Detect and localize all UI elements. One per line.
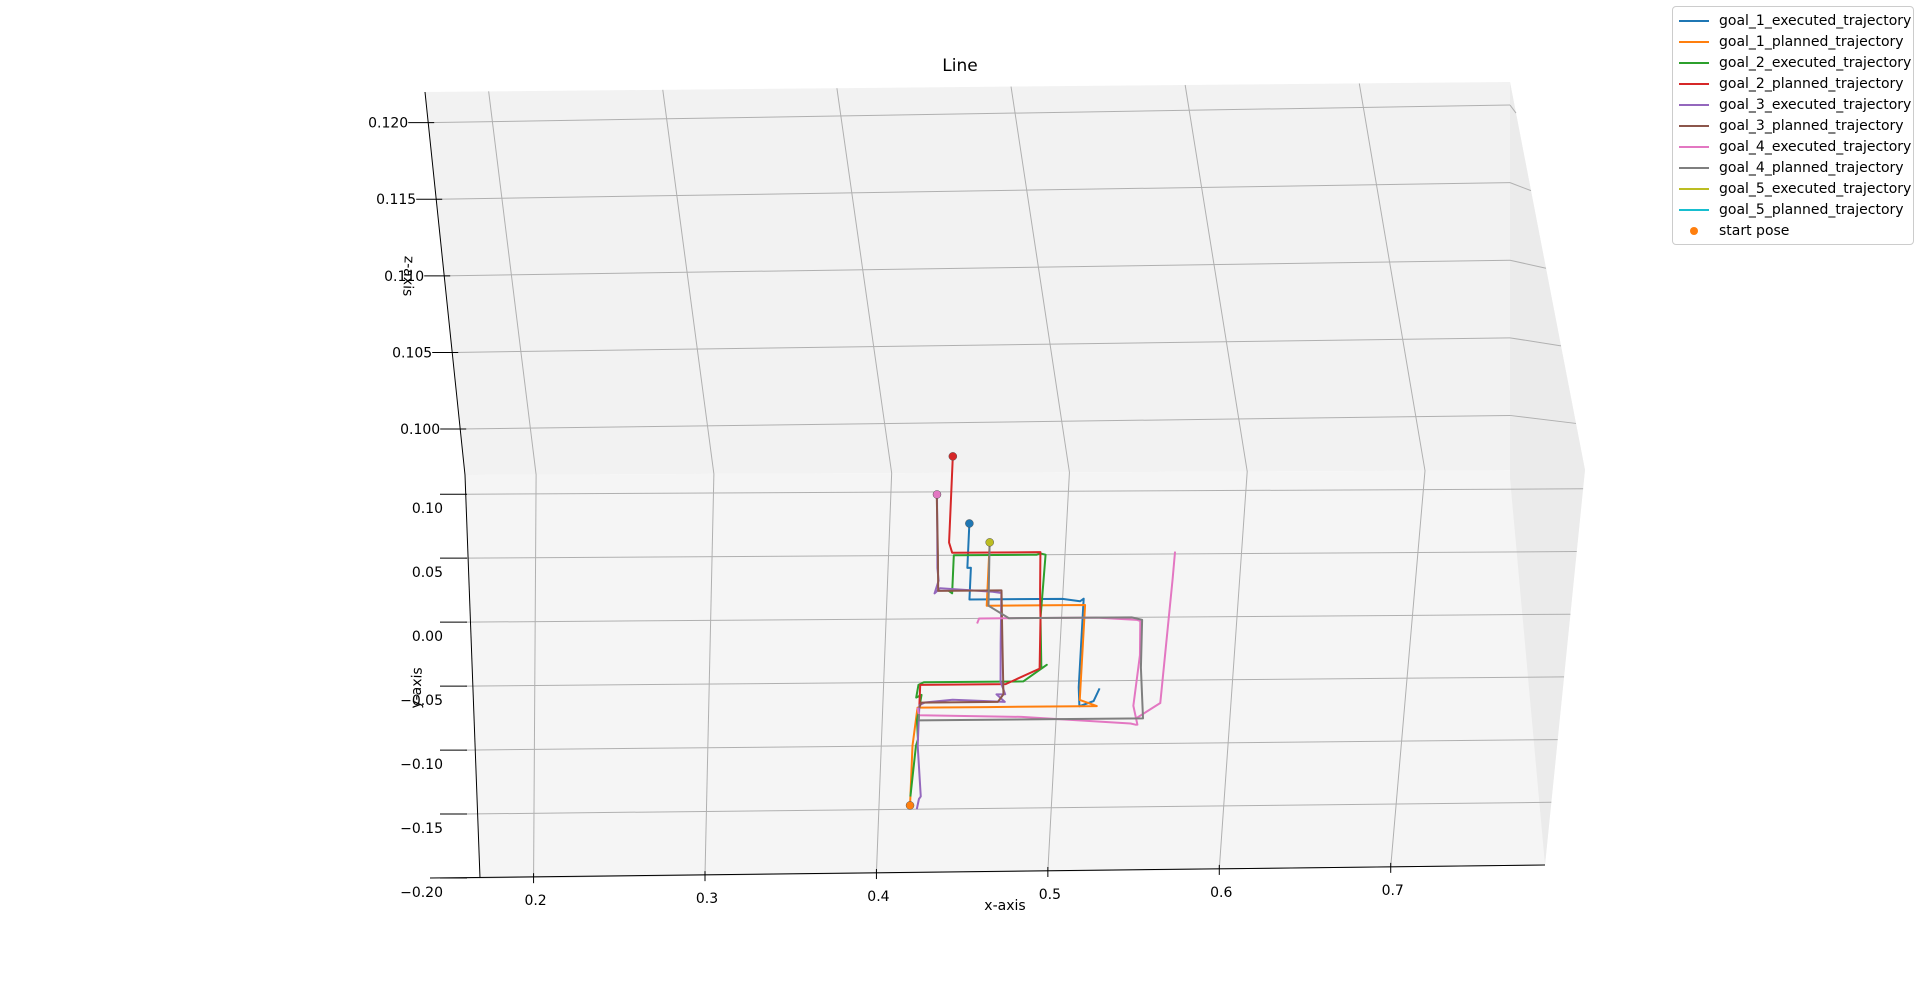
z-tick-label-2: 0.110 [384,269,424,285]
x-tick-label-0: 0.2 [524,893,546,909]
start-pose-marker-2 [932,490,942,499]
grid-z-2 [444,259,1511,277]
grid-z-0 [428,104,1511,124]
series-rise-goal_4_executed_trajectory [1135,551,1177,720]
z-axis-label: z-axis [399,256,416,297]
grid-x-5 [1358,83,1426,867]
x-tick-label-1: 0.3 [696,891,718,907]
legend-item-goal_1_executed_trajectory: goal_1_executed_trajectory [1679,10,1912,31]
start-pose-marker-0 [905,801,915,810]
legend-label: goal_2_executed_trajectory [1719,54,1912,71]
legend-item-goal_5_planned_trajectory: goal_5_planned_trajectory [1679,199,1909,220]
axis-lines [424,91,1546,879]
legend-item-goal_3_planned_trajectory: goal_3_planned_trajectory [1679,115,1909,136]
grid-x-3 [1010,86,1070,872]
back-pane [425,82,1585,475]
legend-label: start pose [1719,222,1790,239]
series-line-goal_1_planned_trajectory [909,544,1098,803]
legend-swatch [1679,40,1709,43]
chart-title: Line [942,56,977,76]
start-pose-marker-3 [965,519,974,528]
z-axis-line [424,91,466,476]
y-tick-label-4: −0.10 [400,757,443,773]
grid-z-side-3 [1509,337,1562,347]
legend-swatch [1679,166,1709,169]
legend-swatch [1679,19,1709,22]
grid-z-side-0 [1509,104,1517,114]
legend-item-start-pose: start pose [1679,220,1909,241]
legend-label: goal_3_executed_trajectory [1719,96,1912,113]
series-line-goal_2_planned_trajectory [918,460,1042,706]
legend-item-goal_4_executed_trajectory: goal_4_executed_trajectory [1679,136,1912,157]
grid-x-2 [836,88,893,874]
floor-pane [465,470,1585,878]
y-tick-label-5: −0.15 [400,821,443,837]
start-pose-marker-1 [948,452,958,461]
y-tick-label-1: 0.05 [412,565,443,581]
z-tick-label-3: 0.105 [392,345,432,361]
legend-swatch [1679,82,1709,85]
x-tick-label-4: 0.6 [1210,885,1232,901]
legend-marker [1679,226,1709,235]
legend-label: goal_4_planned_trajectory [1719,159,1904,176]
grid-z-side-2 [1509,259,1547,269]
grid-z-3 [452,337,1511,353]
legend-swatch [1679,187,1709,190]
legend-label: goal_5_planned_trajectory [1719,201,1904,218]
y-tick-label-3: −0.05 [400,693,443,709]
legend-item-goal_2_executed_trajectory: goal_2_executed_trajectory [1679,52,1912,73]
side-pane [1510,82,1585,865]
grid-z-side-4 [1509,414,1577,424]
legend-label: goal_4_executed_trajectory [1719,138,1912,155]
grid-z-1 [436,182,1511,200]
y-axis-label: y-axis [408,667,425,709]
grid-y-5 [464,801,1552,815]
grid-z-side-1 [1509,182,1532,192]
legend-label: goal_2_planned_trajectory [1719,75,1904,92]
legend-swatch [1679,61,1709,64]
x-axis-line [429,864,1546,879]
legend-swatch [1679,103,1709,106]
z-tick-label-4: 0.100 [400,422,440,438]
grid-y-4 [464,739,1558,751]
x-tick-label-2: 0.4 [867,889,889,905]
series-lines [909,460,1177,810]
legend-item-goal_4_planned_trajectory: goal_4_planned_trajectory [1679,157,1909,178]
legend: goal_1_executed_trajectory goal_1_planned… [1672,6,1914,245]
y-axis-ticks: 0.10 0.05 0.00 −0.05 −0.10 −0.15 −0.20 [400,493,467,901]
legend-label: goal_3_planned_trajectory [1719,117,1904,134]
x-tick-label-5: 0.7 [1382,883,1404,899]
grid-z-4 [460,414,1511,430]
start-pose-marker-4 [985,538,994,547]
y-tick-label-2: 0.00 [412,629,443,645]
series-line-goal_3_planned_trajectory [918,498,1005,709]
legend-item-goal_2_planned_trajectory: goal_2_planned_trajectory [1679,73,1909,94]
legend-label: goal_1_executed_trajectory [1719,12,1912,29]
series-line-goal_4_planned_trajectory [917,544,1145,722]
grid-y-0 [464,488,1584,495]
grid-x-4 [1184,84,1248,869]
grid-x-1 [662,89,715,876]
y-axis-line [464,474,481,879]
x-tick-label-3: 0.5 [1039,887,1061,903]
legend-item-goal_1_planned_trajectory: goal_1_planned_trajectory [1679,31,1909,52]
start-pose-markers [905,452,994,810]
grid-x-0 [488,91,537,878]
legend-label: goal_5_executed_trajectory [1719,180,1912,197]
y-tick-label-0: 0.10 [412,501,443,517]
x-axis-label: x-axis [984,898,1025,914]
z-axis-ticks: 0.120 0.115 0.110 0.105 0.100 [368,116,467,438]
z-tick-label-0: 0.120 [368,116,408,132]
legend-item-goal_5_executed_trajectory: goal_5_executed_trajectory [1679,178,1912,199]
z-tick-label-1: 0.115 [376,192,416,208]
legend-swatch [1679,208,1709,211]
axes-panes [425,82,1585,878]
x-axis-ticks: 0.2 0.3 0.4 0.5 0.6 0.7 [524,862,1404,909]
legend-swatch [1679,145,1709,148]
y-tick-label-6: −0.20 [400,885,443,901]
legend-swatch [1679,124,1709,127]
legend-item-goal_3_executed_trajectory: goal_3_executed_trajectory [1679,94,1912,115]
legend-label: goal_1_planned_trajectory [1719,33,1904,50]
